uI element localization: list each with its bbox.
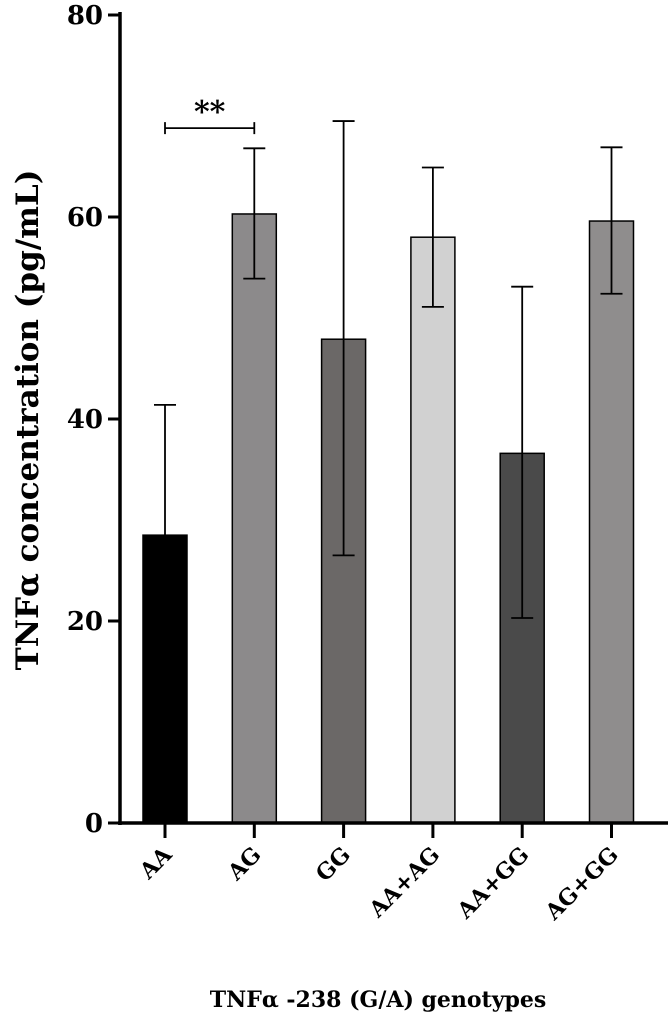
x-tick-label: AG <box>222 842 266 886</box>
significance-label: ** <box>194 95 226 130</box>
y-tick-label: 80 <box>67 1 103 31</box>
y-tick-label: 0 <box>85 809 103 839</box>
x-tick-label: AA <box>134 841 178 885</box>
error-bar-aa-plus-ag <box>421 166 444 308</box>
bars-layer <box>142 213 635 824</box>
error-bar-aa <box>154 403 176 536</box>
bar-aa <box>142 534 188 824</box>
error-bar-aa-plus-gg <box>511 285 534 619</box>
error-bars-layer <box>154 120 623 619</box>
significance-bracket: ** <box>164 95 256 135</box>
bar-aa-plus-ag <box>410 236 456 824</box>
x-tick-label: AG+GG <box>540 842 624 926</box>
error-bar-ag-plus-gg <box>600 146 623 295</box>
bar-ag-plus-gg <box>588 220 635 824</box>
y-tick-label: 60 <box>67 203 103 233</box>
x-ticks-layer: AA AG GG AA+AG AA+GG AG+GG <box>134 823 624 926</box>
x-tick-label: AA+GG <box>452 842 535 925</box>
y-ticks-layer: 0 20 40 60 80 <box>67 1 120 839</box>
y-tick-label: 20 <box>67 607 103 637</box>
axes-layer <box>118 12 668 825</box>
error-bar-gg <box>332 120 355 557</box>
annotation-layer: ** <box>164 95 256 135</box>
y-axis-title: TNFα concentration (pg/mL) <box>10 170 46 671</box>
x-axis-title: TNFα -238 (G/A) genotypes <box>210 987 547 1013</box>
error-bar-ag <box>243 147 266 280</box>
y-tick-label: 40 <box>67 405 103 435</box>
x-tick-label: AA+AG <box>364 842 446 924</box>
x-tick-label: GG <box>311 842 356 887</box>
bar-ag <box>231 213 278 824</box>
